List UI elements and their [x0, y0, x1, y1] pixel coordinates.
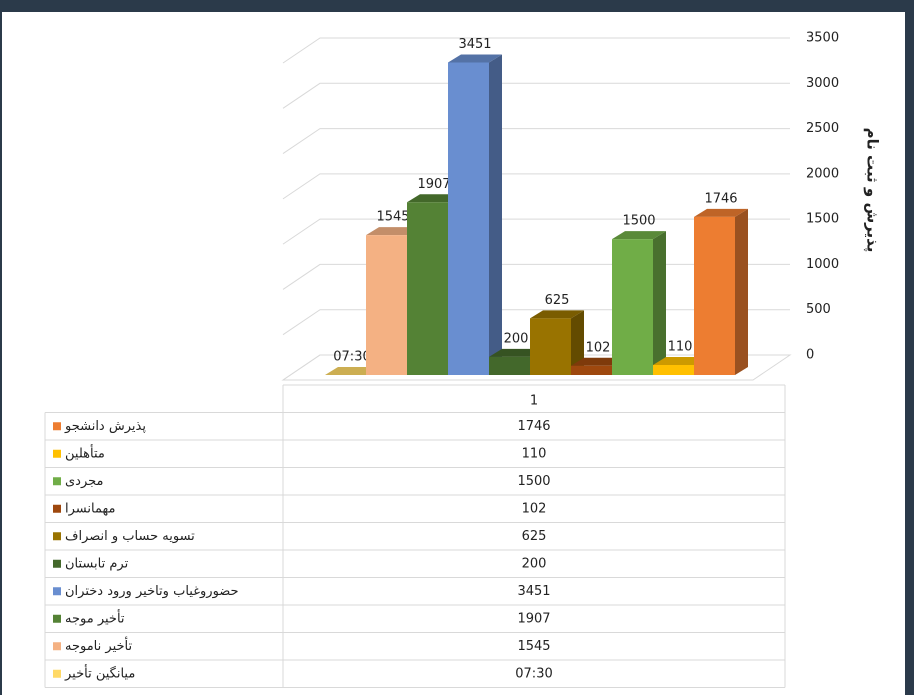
data-label: 1907 [417, 177, 450, 192]
bar-front [612, 239, 653, 375]
legend-label: تسویه حساب و انصراف [65, 529, 195, 544]
legend-key [53, 587, 61, 596]
legend-key [53, 449, 61, 458]
bar-top [448, 54, 502, 63]
data-label: 200 [504, 331, 529, 346]
legend-label: تأخیر موجه [65, 608, 125, 626]
bar [612, 231, 666, 375]
legend-key [53, 422, 61, 431]
y-axis-title: پذیرش و ثبت نام [863, 128, 882, 253]
bar-top [612, 231, 666, 240]
legend-key [53, 477, 61, 486]
data-label: 3451 [458, 37, 491, 52]
legend-label: میانگین تأخیر [64, 663, 135, 681]
table-value: 625 [522, 529, 547, 544]
data-label: 1746 [704, 191, 737, 206]
grid-line [282, 82, 790, 109]
table-value: 200 [522, 556, 547, 571]
table-value: 1746 [517, 419, 550, 434]
y-tick-label: 0 [806, 348, 814, 363]
y-tick-label: 2500 [806, 121, 839, 136]
data-label: 1500 [622, 214, 655, 229]
grid-line [282, 173, 790, 200]
bar-top [325, 366, 379, 375]
grid-line [282, 37, 790, 64]
table-value: 102 [522, 501, 547, 516]
y-tick-label: 3500 [806, 31, 839, 46]
grid-line [282, 218, 790, 245]
y-tick-label: 2000 [806, 166, 839, 181]
bar-side [735, 208, 748, 375]
bar-top [407, 194, 461, 203]
y-tick-label: 3000 [806, 76, 839, 91]
bar-side [571, 310, 584, 375]
bar-front [530, 318, 571, 375]
table-value: 07:30 [515, 666, 552, 681]
y-tick-label: 1500 [806, 212, 839, 227]
bar-top [694, 208, 748, 217]
legend-key [53, 559, 61, 568]
data-label: 1545 [376, 210, 409, 225]
legend-label: مجردی [65, 474, 104, 489]
bar [530, 310, 584, 375]
bar-top [366, 227, 420, 236]
bar-front [653, 365, 694, 375]
bar-top [653, 357, 707, 366]
bar [694, 208, 748, 375]
table-value: 1907 [517, 611, 550, 626]
table-value: 1545 [517, 639, 550, 654]
bar-top [571, 357, 625, 366]
bar-front [366, 235, 407, 375]
legend-key [53, 614, 61, 623]
bar-front [489, 356, 530, 375]
legend-label: تأخیر ناموجه [65, 636, 132, 654]
bar-front [448, 62, 489, 376]
bar [448, 54, 502, 376]
legend-key [53, 504, 61, 513]
y-tick-label: 500 [806, 302, 831, 317]
bar-top [530, 310, 584, 319]
y-tick-label: 1000 [806, 257, 839, 272]
data-label: 07:30 [333, 349, 370, 364]
bar-front [694, 216, 735, 375]
bar-front [407, 202, 448, 375]
floor [281, 354, 792, 381]
grid-line [282, 128, 790, 154]
table-value: 1500 [517, 474, 550, 489]
bar-top [489, 348, 543, 357]
bar-front [571, 365, 612, 375]
bar-side [653, 231, 666, 375]
legend-key [53, 532, 61, 541]
data-label: 110 [668, 340, 693, 355]
legend-label: ترم تابستان [65, 556, 129, 571]
table-value: 3451 [517, 584, 550, 599]
table-value: 110 [522, 446, 547, 461]
table-header: 1 [530, 393, 538, 408]
legend-label: پذیرش دانشجو [64, 419, 146, 434]
legend-label: مهمانسرا [65, 501, 115, 516]
data-label: 625 [545, 293, 570, 308]
legend-key [53, 642, 61, 651]
legend-label: متأهلین [65, 443, 105, 461]
data-label: 102 [586, 340, 611, 355]
legend-key [53, 669, 61, 678]
bar-side [489, 54, 502, 376]
legend-label: حضوروغیاب وتاخیر ورود دختران [65, 584, 239, 599]
